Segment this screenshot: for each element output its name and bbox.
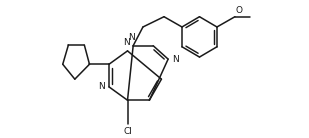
Text: N: N xyxy=(98,82,105,91)
Text: O: O xyxy=(235,6,243,15)
Text: Cl: Cl xyxy=(123,127,132,136)
Text: N: N xyxy=(124,38,130,47)
Text: N: N xyxy=(128,33,135,42)
Text: N: N xyxy=(172,55,179,64)
